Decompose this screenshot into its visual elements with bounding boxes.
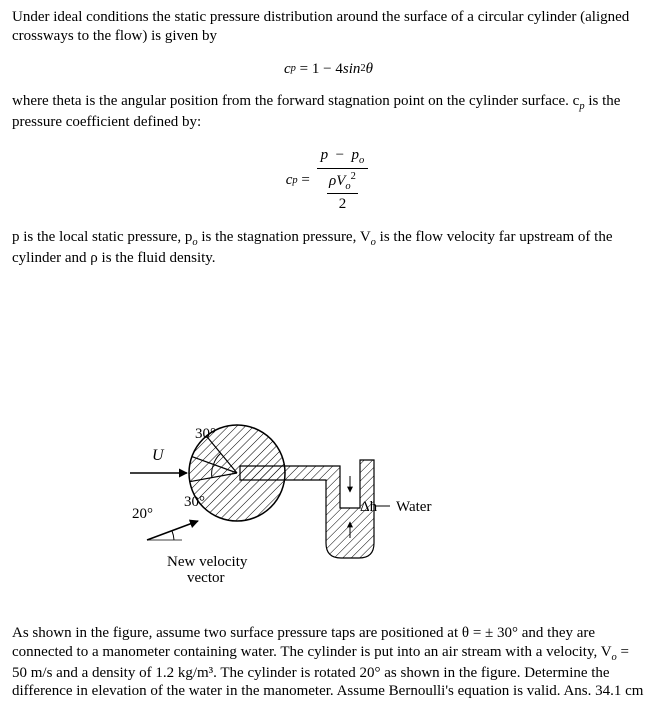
label-deltah: Δh [360, 499, 378, 515]
definitions-paragraph: p is the local static pressure, po is th… [12, 228, 645, 268]
eq2-den-2: 2 [335, 194, 351, 214]
bridge-paragraph: where theta is the angular position from… [12, 92, 645, 132]
eq2-num-po-p: p [352, 147, 360, 163]
eq2-equals: = [298, 171, 314, 190]
eq2-den-Vsub: o [345, 181, 350, 192]
new-velocity-arrow [147, 521, 198, 540]
eq1-lhs-var: c [284, 60, 291, 79]
diagram-svg: U 30° 30° 20° New velocity vector [112, 398, 442, 588]
angle-20-arc [172, 531, 174, 540]
defs-a: p is the local static pressure, p [12, 229, 192, 245]
eq1-rhs-a: 1 [312, 60, 320, 79]
label-newvel-2: vector [187, 570, 224, 586]
eq2-den-V: V [336, 173, 345, 189]
eq2-num-po-sub: o [359, 155, 364, 166]
label-30-upper: 30° [195, 426, 216, 442]
eq2-minus: − [336, 147, 344, 163]
eq1-equals: = [296, 60, 312, 79]
eq1-rhs-coeff: 4 [335, 60, 343, 79]
eq2-num-p: p [321, 147, 329, 163]
eq2-fraction: p − po ρVo2 2 [317, 146, 369, 214]
bridge-text-a: where theta is the angular position from… [12, 93, 579, 109]
label-U: U [152, 447, 165, 464]
label-newvel-1: New velocity [167, 554, 248, 570]
eq1-minus: − [323, 60, 331, 79]
eq2-den-Vpow: 2 [351, 171, 356, 182]
question-a: As shown in the figure, assume two surfa… [12, 625, 612, 660]
label-30-lower: 30° [184, 494, 205, 510]
cylinder-manometer-diagram: U 30° 30° 20° New velocity vector [112, 398, 645, 594]
equation-cp-distribution: cp = 1 − 4sin2θ [12, 60, 645, 79]
equation-cp-definition: cp = p − po ρVo2 2 [12, 146, 645, 214]
label-water: Water [396, 499, 431, 515]
intro-paragraph: Under ideal conditions the static pressu… [12, 8, 645, 46]
defs-b: is the stagnation pressure, V [198, 229, 371, 245]
eq1-rhs-arg: θ [366, 60, 373, 79]
question-paragraph: As shown in the figure, assume two surfa… [12, 624, 645, 701]
eq1-rhs-fn: sin [343, 60, 361, 79]
document-page: Under ideal conditions the static pressu… [0, 0, 657, 715]
label-20: 20° [132, 506, 153, 522]
eq2-den-inner-fraction: ρVo2 2 [327, 170, 358, 214]
